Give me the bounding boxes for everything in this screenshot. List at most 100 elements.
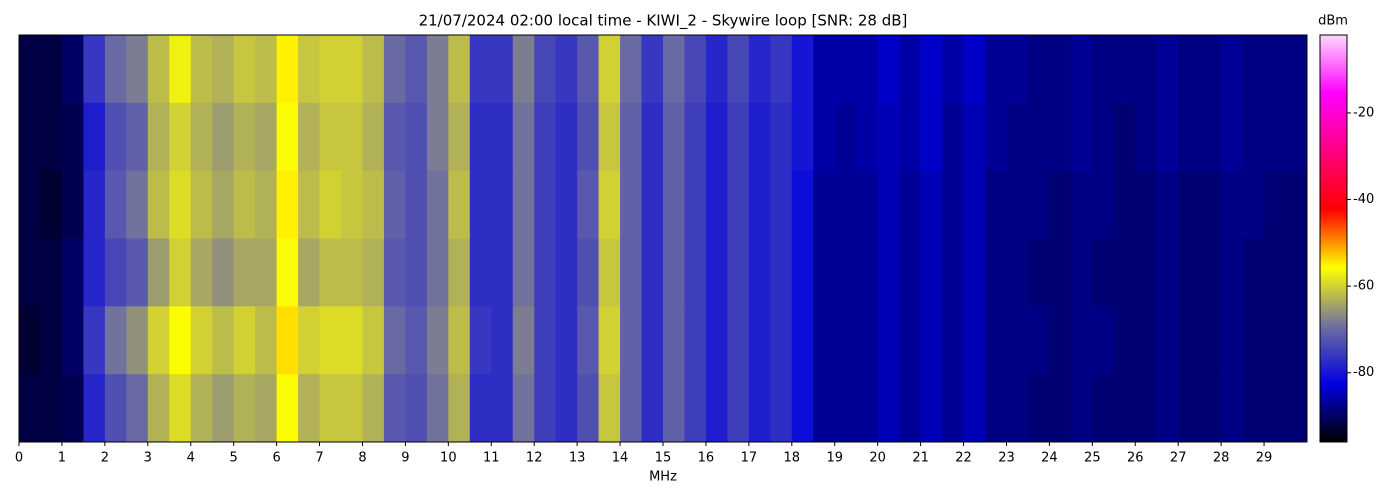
cell [1092, 170, 1115, 239]
cell [426, 102, 449, 172]
cell [770, 238, 793, 307]
cell [663, 374, 685, 443]
cell [1027, 170, 1050, 239]
cell [791, 35, 814, 104]
cell [1156, 35, 1179, 104]
cell [212, 374, 235, 443]
cell [1199, 35, 1222, 104]
cell [791, 238, 814, 307]
x-tick-label: 15 [655, 451, 672, 466]
cell [512, 102, 535, 172]
cell [190, 170, 213, 239]
cell [985, 102, 1007, 172]
cell [684, 102, 707, 172]
x-tick-label: 21 [912, 451, 929, 466]
cell [727, 238, 750, 307]
cell [126, 170, 149, 239]
cell [190, 374, 213, 443]
cell [169, 35, 192, 104]
cell [1156, 306, 1179, 375]
cell [276, 306, 299, 375]
cell [920, 102, 943, 172]
cell [705, 170, 728, 239]
cell [791, 374, 814, 443]
cell [426, 238, 449, 307]
cell [212, 102, 235, 172]
cell [577, 374, 600, 443]
cell [856, 170, 879, 239]
cell [383, 35, 406, 104]
cell [40, 306, 63, 375]
cell [405, 170, 428, 239]
x-tick-label: 20 [869, 451, 886, 466]
cell [920, 170, 943, 239]
cell [448, 35, 471, 104]
x-tick-label: 23 [998, 451, 1015, 466]
cell [1178, 238, 1201, 307]
colorbar [1319, 34, 1348, 443]
cell [319, 374, 342, 443]
cell [448, 170, 471, 239]
cell [727, 374, 750, 443]
cell [298, 374, 321, 443]
x-tick-label: 9 [401, 451, 409, 466]
cell [555, 35, 578, 104]
cell [705, 374, 728, 443]
cell [1156, 102, 1179, 172]
cell [1221, 238, 1244, 307]
cell [748, 238, 771, 307]
cell [341, 238, 363, 307]
cell [212, 238, 235, 307]
cell [577, 102, 600, 172]
cell [1070, 102, 1093, 172]
cell [426, 374, 449, 443]
cell [1113, 374, 1136, 443]
cell [233, 35, 256, 104]
chart-title: 21/07/2024 02:00 local time - KIWI_2 - S… [419, 12, 908, 31]
cell [1006, 374, 1029, 443]
cell [61, 374, 84, 443]
cell [233, 170, 256, 239]
cell [512, 170, 535, 239]
cell [577, 238, 600, 307]
cell [512, 374, 535, 443]
x-tick-label: 13 [569, 451, 586, 466]
cell [920, 238, 943, 307]
cell [126, 374, 149, 443]
cell [126, 35, 149, 104]
cell [298, 170, 321, 239]
cell [1135, 306, 1158, 375]
colorbar-label: dBm [1318, 14, 1348, 29]
cell [383, 374, 406, 443]
cell [877, 374, 900, 443]
cell [834, 306, 857, 375]
cell [469, 306, 492, 375]
cell [1135, 35, 1158, 104]
heatmap [19, 35, 1308, 443]
cell [426, 35, 449, 104]
cell [1264, 35, 1287, 104]
cell [577, 306, 600, 375]
cell [169, 238, 192, 307]
cell [104, 374, 127, 443]
cell [748, 306, 771, 375]
x-tick-label: 2 [101, 451, 109, 466]
cell [1156, 170, 1179, 239]
cell [83, 306, 106, 375]
cell [641, 102, 664, 172]
cell [577, 35, 600, 104]
cell [1027, 374, 1050, 443]
cell [190, 102, 213, 172]
cell [147, 102, 170, 172]
cell [298, 102, 321, 172]
cell [727, 306, 750, 375]
cell [383, 238, 406, 307]
cell [40, 102, 63, 172]
cell [319, 170, 342, 239]
cell [1242, 238, 1265, 307]
cell [1264, 102, 1287, 172]
cell [920, 35, 943, 104]
cell [705, 102, 728, 172]
x-tick-label: 6 [272, 451, 280, 466]
cell [362, 170, 385, 239]
